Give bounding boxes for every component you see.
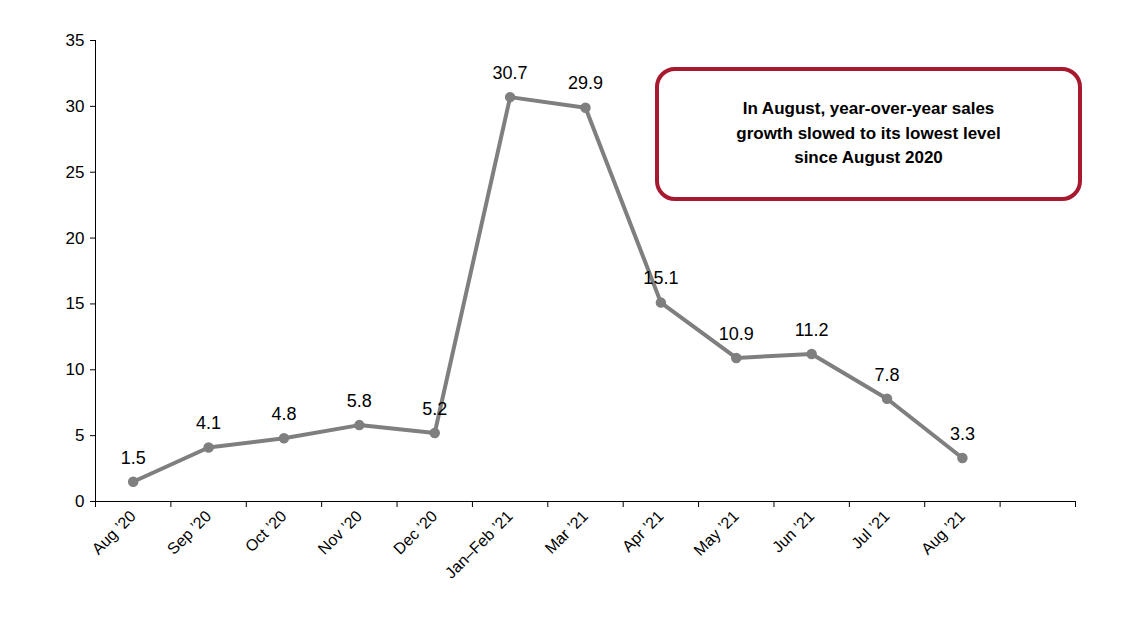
svg-text:Oct ’20: Oct ’20 (242, 507, 290, 555)
svg-text:5: 5 (75, 426, 84, 445)
svg-text:Sep ’20: Sep ’20 (164, 507, 214, 557)
svg-text:3.3: 3.3 (950, 424, 975, 444)
svg-text:30.7: 30.7 (493, 63, 528, 83)
svg-text:4.8: 4.8 (271, 404, 296, 424)
svg-text:30: 30 (66, 97, 85, 116)
svg-text:Apr ’21: Apr ’21 (619, 507, 667, 555)
svg-text:Jun ’21: Jun ’21 (769, 507, 818, 556)
svg-text:5.2: 5.2 (422, 399, 447, 419)
svg-text:Mar ’21: Mar ’21 (541, 507, 591, 557)
svg-text:Aug ’21: Aug ’21 (918, 507, 968, 557)
svg-text:Nov ’20: Nov ’20 (315, 507, 365, 557)
svg-text:35: 35 (66, 31, 85, 50)
svg-text:Jan–Feb ’21: Jan–Feb ’21 (442, 507, 516, 581)
svg-text:0: 0 (75, 492, 84, 511)
svg-text:25: 25 (66, 163, 85, 182)
svg-text:May ’21: May ’21 (690, 507, 742, 559)
svg-text:Dec ’20: Dec ’20 (390, 507, 440, 557)
svg-text:Aug ’20: Aug ’20 (89, 507, 139, 557)
svg-text:11.2: 11.2 (795, 320, 829, 340)
svg-text:5.8: 5.8 (347, 391, 372, 411)
svg-text:10: 10 (66, 360, 85, 379)
svg-text:4.1: 4.1 (196, 413, 221, 433)
svg-text:29.9: 29.9 (568, 73, 603, 93)
svg-text:Jul ’21: Jul ’21 (848, 507, 893, 552)
svg-text:15.1: 15.1 (643, 268, 678, 288)
svg-text:15: 15 (66, 294, 85, 313)
svg-text:20: 20 (66, 229, 85, 248)
html-text:In August, year-over-year sale: In August, year-over-year sales growth s… (736, 99, 1001, 168)
svg-text:10.9: 10.9 (719, 324, 754, 344)
svg-text:1.5: 1.5 (121, 448, 146, 468)
svg-text:7.8: 7.8 (875, 365, 900, 385)
